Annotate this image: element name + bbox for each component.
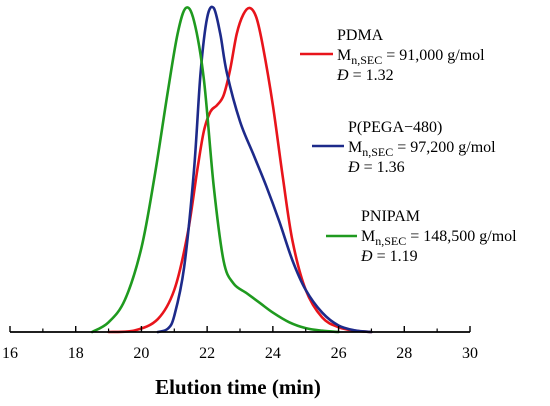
mn-value: = 91,000 g/mol bbox=[382, 47, 485, 64]
chart-curves bbox=[90, 5, 373, 334]
dispersity-value: = 1.32 bbox=[349, 67, 394, 84]
x-tick-label: 24 bbox=[265, 345, 281, 362]
mn-value: = 148,500 g/mol bbox=[406, 228, 517, 245]
mn-subscript: n,SEC bbox=[375, 234, 406, 248]
pdma-curve bbox=[107, 6, 373, 334]
pnipam-curve bbox=[90, 6, 340, 334]
legend-name-ppega: P(PEGA−480) bbox=[348, 119, 442, 136]
legend-name-pnipam: PNIPAM bbox=[361, 208, 420, 225]
dispersity-value: = 1.36 bbox=[360, 159, 405, 176]
dispersity-symbol: Đ bbox=[347, 159, 360, 176]
mn-subscript: n,SEC bbox=[362, 145, 393, 159]
mn-symbol: M bbox=[337, 47, 351, 64]
mn-subscript: n,SEC bbox=[351, 53, 382, 67]
mn-symbol: M bbox=[361, 228, 375, 245]
dispersity-value: = 1.19 bbox=[373, 248, 418, 265]
legend-name-pdma: PDMA bbox=[337, 27, 384, 44]
x-axis-label: Elution time (min) bbox=[155, 375, 321, 399]
x-tick-label: 22 bbox=[199, 345, 215, 362]
x-tick-label: 20 bbox=[133, 345, 149, 362]
legend-dispersity-pnipam: Đ = 1.19 bbox=[360, 248, 418, 265]
x-tick-label: 28 bbox=[396, 345, 412, 362]
mn-value: = 97,200 g/mol bbox=[393, 139, 496, 156]
mn-symbol: M bbox=[348, 139, 362, 156]
x-tick-label: 26 bbox=[331, 345, 347, 362]
x-tick-label: 18 bbox=[68, 345, 84, 362]
legend-dispersity-ppega: Đ = 1.36 bbox=[347, 159, 405, 176]
dispersity-symbol: Đ bbox=[360, 248, 373, 265]
x-tick-label: 16 bbox=[2, 345, 18, 362]
ppega-curve bbox=[156, 5, 373, 334]
legend-dispersity-pdma: Đ = 1.32 bbox=[336, 67, 394, 84]
dispersity-symbol: Đ bbox=[336, 67, 349, 84]
legend-mn-ppega: Mn,SEC = 97,200 g/mol bbox=[348, 139, 496, 159]
x-axis-ticks: 16 18 20 22 24 26 28 30 bbox=[2, 326, 478, 362]
x-tick-label: 30 bbox=[462, 345, 478, 362]
legend-mn-pnipam: Mn,SEC = 148,500 g/mol bbox=[361, 228, 517, 248]
legend-mn-pdma: Mn,SEC = 91,000 g/mol bbox=[337, 47, 485, 67]
